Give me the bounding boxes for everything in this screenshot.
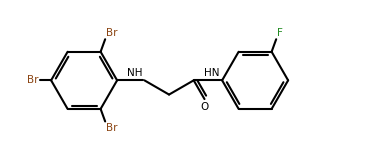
Text: Br: Br [27,75,38,85]
Text: Br: Br [106,28,118,38]
Text: HN: HN [204,68,219,78]
Text: O: O [200,102,209,113]
Text: NH: NH [127,68,143,78]
Text: Br: Br [106,123,118,133]
Text: F: F [277,28,283,38]
